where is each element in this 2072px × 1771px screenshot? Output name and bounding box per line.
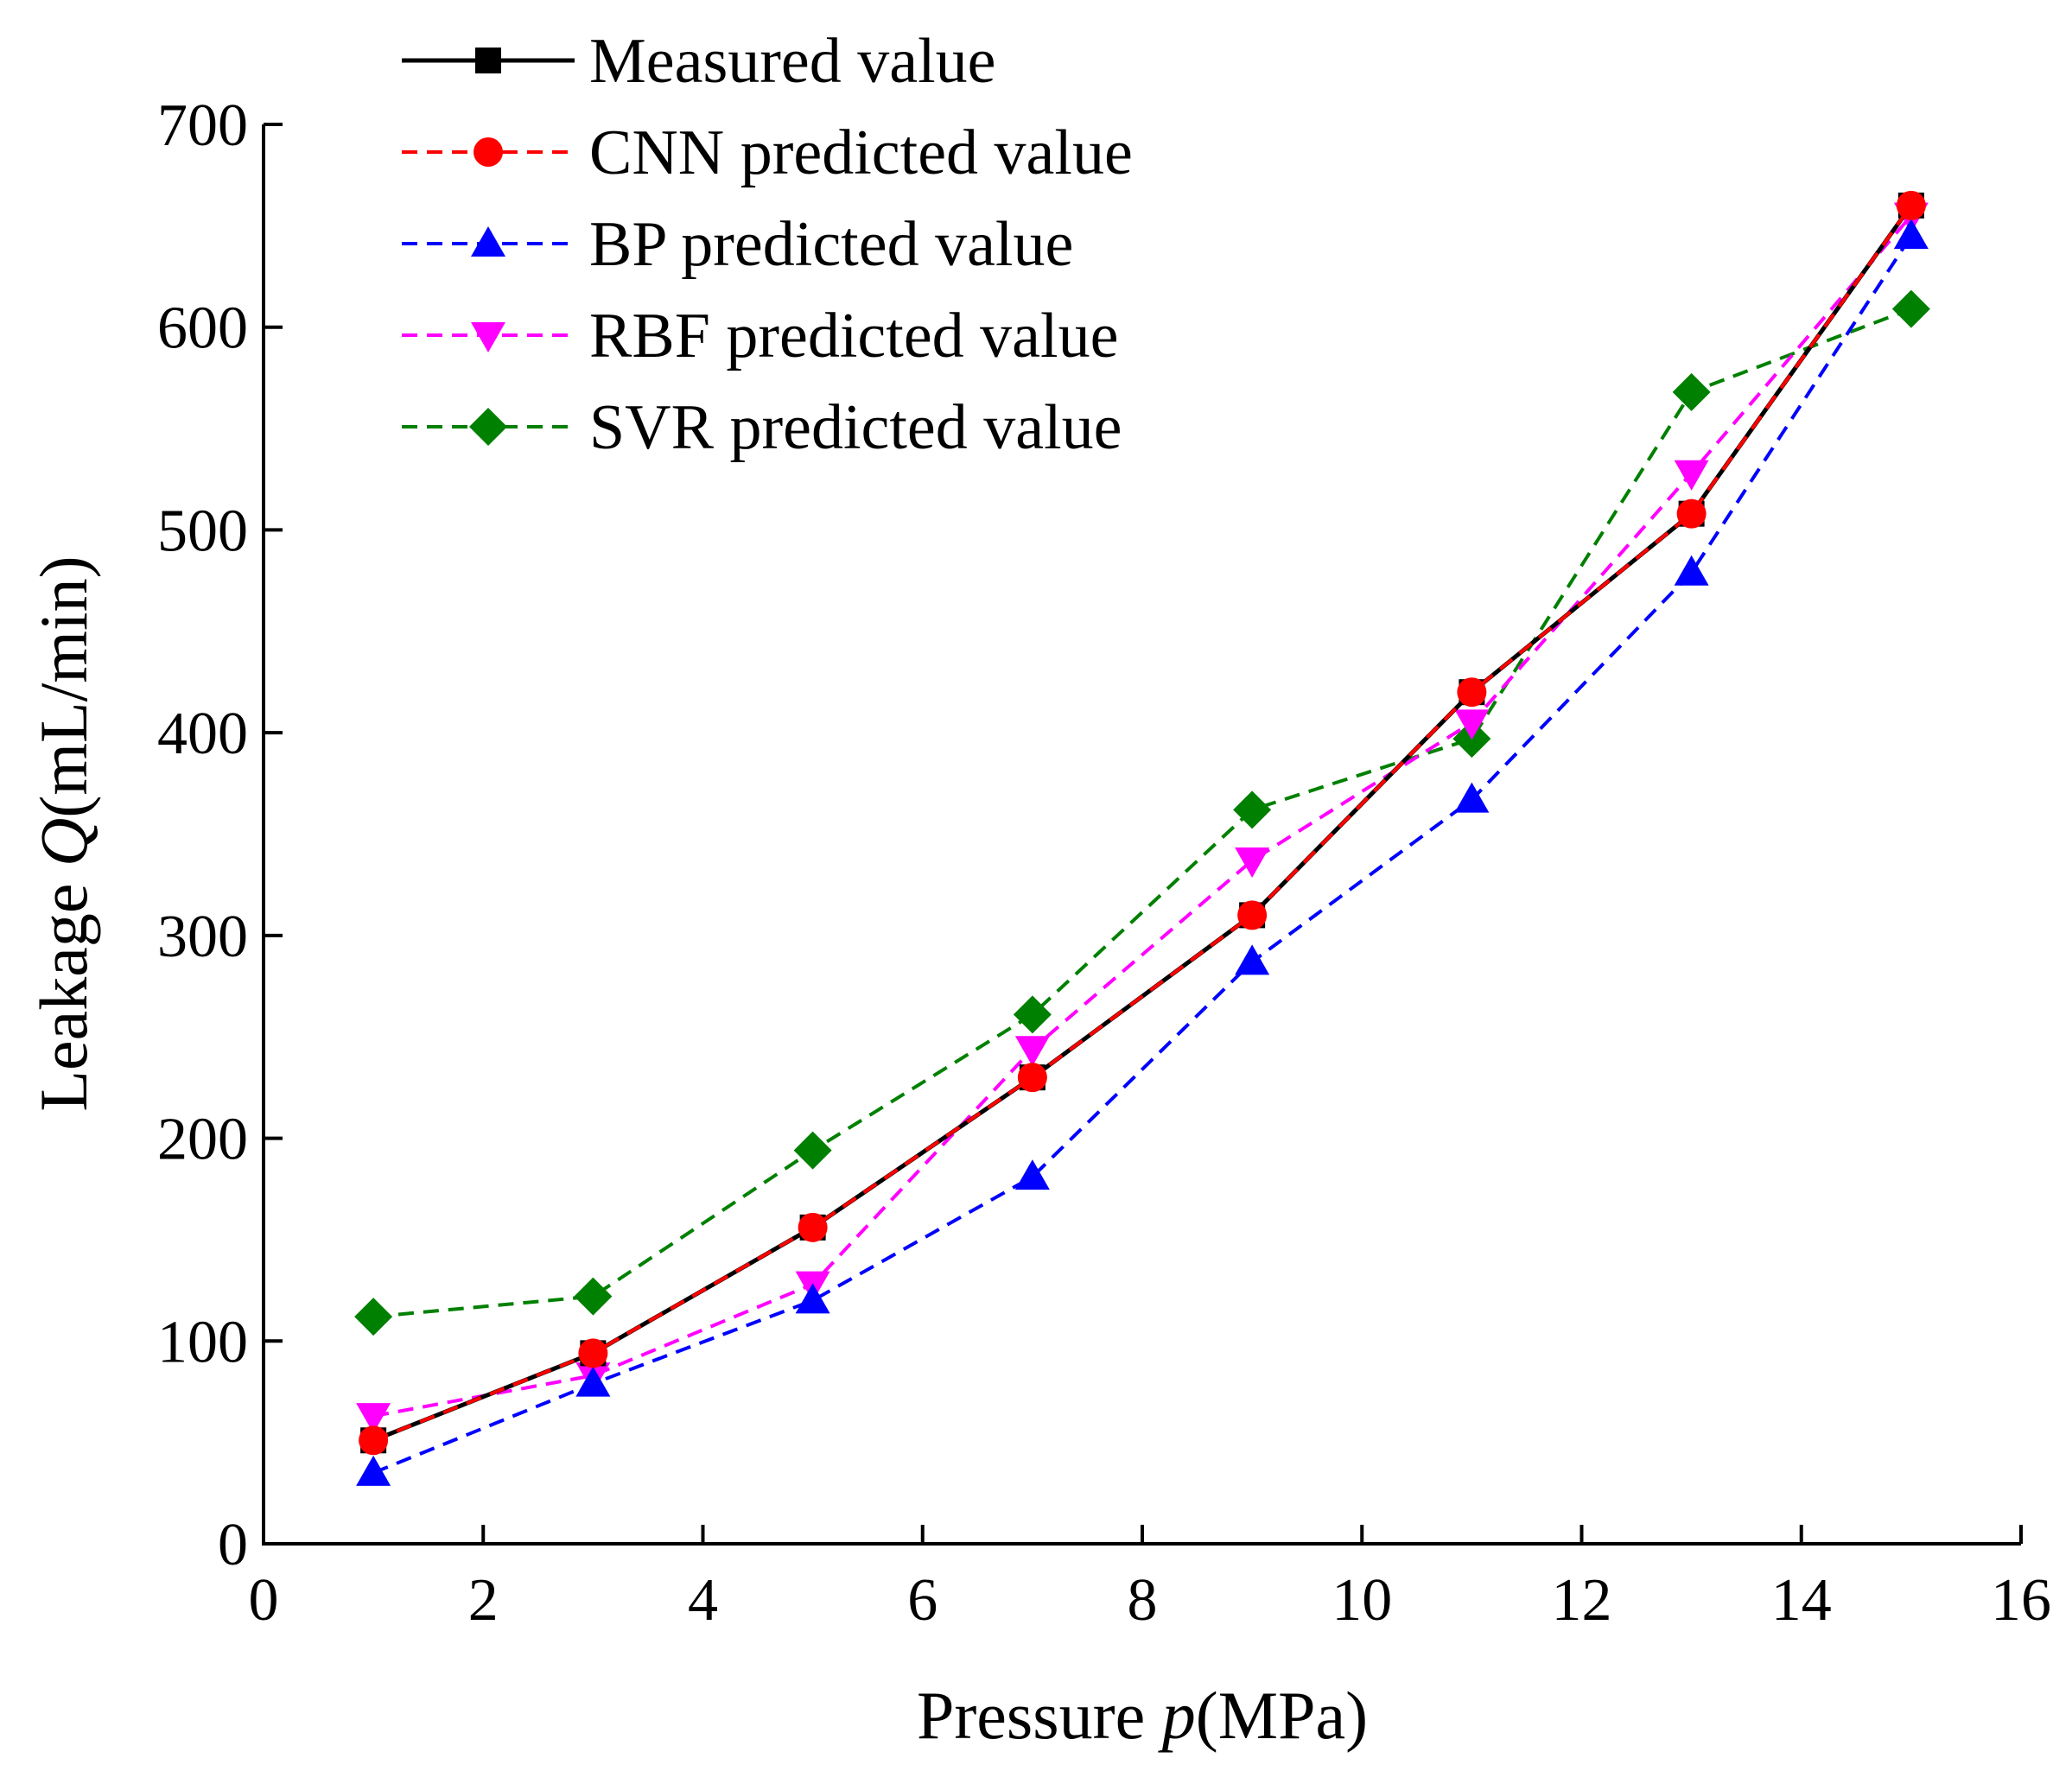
data-point bbox=[1672, 372, 1711, 411]
plot-area: 0 100 200 300 400 500 600 700 0 2 4 6 8 10 12 14 16 bbox=[157, 92, 2051, 1634]
data-point bbox=[798, 1212, 828, 1242]
series-line bbox=[372, 234, 1913, 1475]
x-tick-label: 10 bbox=[1332, 1567, 1392, 1634]
legend-label: RBF predicted value bbox=[589, 301, 1118, 371]
data-point bbox=[356, 1455, 391, 1486]
legend-label: Measured value bbox=[589, 26, 996, 97]
y-tick-label: 700 bbox=[157, 92, 248, 159]
data-point bbox=[1237, 900, 1268, 930]
data-point bbox=[1014, 1036, 1050, 1067]
legend-label: CNN predicted value bbox=[589, 117, 1133, 188]
series-line bbox=[372, 204, 1913, 1443]
y-tick-label: 600 bbox=[157, 295, 248, 362]
data-point bbox=[574, 1277, 613, 1316]
y-tick-label: 400 bbox=[157, 701, 248, 767]
data-point bbox=[1674, 460, 1709, 491]
legend-entry: RBF predicted value bbox=[402, 301, 1118, 371]
legend-label: BP predicted value bbox=[589, 209, 1073, 280]
legend-marker bbox=[471, 226, 505, 257]
axes-frame bbox=[262, 124, 2021, 1546]
legend-marker bbox=[471, 322, 505, 352]
data-point bbox=[1896, 190, 1926, 220]
data-point bbox=[354, 1298, 393, 1336]
data-point bbox=[1893, 219, 1929, 250]
y-tick-label: 200 bbox=[157, 1107, 248, 1173]
data-point bbox=[575, 1366, 611, 1397]
data-point bbox=[356, 1403, 391, 1434]
data-point bbox=[1891, 289, 1930, 328]
data-point bbox=[1013, 995, 1052, 1034]
data-point bbox=[1014, 1159, 1050, 1190]
data-point bbox=[359, 1425, 389, 1456]
data-point bbox=[1233, 790, 1272, 829]
x-tick-label: 8 bbox=[1128, 1567, 1158, 1634]
x-axis-title: Pressure p(MPa) bbox=[917, 1678, 1368, 1753]
y-tick-label: 500 bbox=[157, 498, 248, 564]
x-tick-label: 6 bbox=[907, 1567, 937, 1634]
legend-entry: CNN predicted value bbox=[402, 117, 1133, 188]
x-tick-label: 2 bbox=[468, 1567, 499, 1634]
legend: Measured value CNN predicted value BP pred… bbox=[402, 26, 1133, 463]
x-tick-label: 14 bbox=[1771, 1567, 1832, 1634]
y-tick-label: 300 bbox=[157, 904, 248, 970]
data-point bbox=[1674, 555, 1709, 586]
data-point bbox=[1235, 944, 1270, 975]
data-point bbox=[795, 1283, 830, 1314]
legend-marker bbox=[475, 48, 501, 73]
legend-entry: BP predicted value bbox=[402, 209, 1073, 280]
data-point bbox=[1676, 498, 1707, 529]
legend-label: SVR predicted value bbox=[589, 392, 1122, 463]
series-layer bbox=[354, 190, 1930, 1486]
data-point bbox=[1454, 782, 1490, 813]
x-tick-label: 12 bbox=[1552, 1567, 1612, 1634]
data-point bbox=[578, 1338, 608, 1368]
legend-entry: Measured value bbox=[402, 26, 996, 97]
series-1 bbox=[359, 190, 1926, 1456]
data-point bbox=[1457, 677, 1487, 708]
x-tick-label: 16 bbox=[1991, 1567, 2051, 1634]
data-point bbox=[1454, 709, 1490, 740]
series-line bbox=[372, 214, 1913, 1419]
y-tick-label: 0 bbox=[218, 1512, 248, 1578]
series-line bbox=[372, 307, 1912, 1319]
legend-marker bbox=[474, 137, 503, 167]
x-tick-label: 4 bbox=[688, 1567, 718, 1634]
y-axis-ticks: 0 100 200 300 400 500 600 700 bbox=[157, 92, 283, 1578]
y-tick-label: 100 bbox=[157, 1309, 248, 1375]
series-2 bbox=[356, 219, 1929, 1486]
y-axis-title: Leakage Q(mL/min) bbox=[26, 555, 101, 1111]
data-point bbox=[793, 1131, 832, 1170]
legend-marker bbox=[469, 408, 507, 446]
x-tick-label: 0 bbox=[249, 1567, 279, 1634]
series-4 bbox=[354, 289, 1930, 1336]
data-point bbox=[1017, 1063, 1047, 1093]
data-point bbox=[1235, 847, 1270, 879]
x-axis-ticks: 0 2 4 6 8 10 12 14 16 bbox=[249, 1525, 2051, 1634]
legend-entry: SVR predicted value bbox=[402, 392, 1122, 463]
